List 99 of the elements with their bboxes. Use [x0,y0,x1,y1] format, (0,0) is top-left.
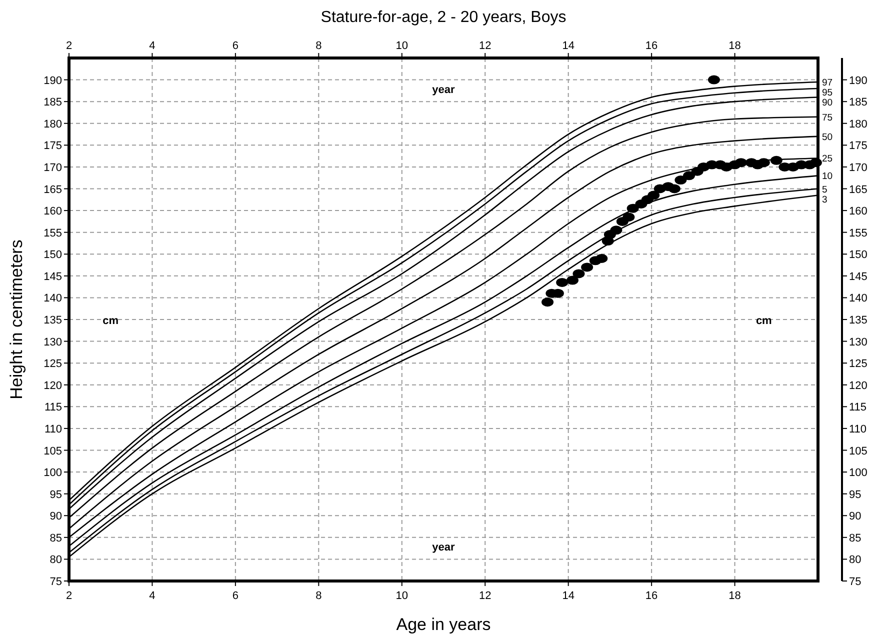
x-tick-label: 14 [562,40,574,52]
y-tick-label: 115 [44,402,62,414]
y-tick-label: 140 [44,292,62,305]
y-axis-title: Height in centimeters [7,240,26,400]
point [610,226,622,235]
x2-tick-label: 2 [66,590,72,602]
x2-tick-label: 18 [728,590,741,602]
y2-tick-label: 110 [849,423,867,436]
x-tick-label: 16 [645,40,658,52]
y2-tick-label: 75 [849,576,862,588]
x-tick-label: 6 [232,40,239,52]
y2-tick-label: 150 [849,249,868,262]
point [674,176,687,185]
x-tick-label: 10 [396,40,408,52]
point [572,269,585,278]
x-tick-label: 18 [728,40,741,52]
point [683,171,696,180]
y-tick-label: 175 [44,140,62,152]
x-axis-title: Age in years [396,615,491,634]
point [708,75,720,84]
y2-tick-label: 80 [849,554,862,566]
y-tick-label: 170 [44,162,62,174]
point [622,212,635,222]
y-tick-label: 75 [50,576,62,588]
point [758,158,770,168]
y-tick-label: 185 [44,96,62,109]
y2-tick-label: 145 [849,270,868,283]
x2-tick-label: 4 [149,590,156,602]
y2-tick-label: 175 [849,140,868,152]
y2-tick-label: 185 [849,96,868,109]
y-tick-label: 155 [44,227,62,240]
y-tick-label: 125 [44,358,62,370]
annotation: year [432,84,456,96]
y2-tick-label: 125 [849,358,868,370]
x2-tick-label: 6 [232,590,239,602]
chart-title: Stature-for-age, 2 - 20 years, Boys [320,9,566,26]
point [556,278,568,287]
y2-tick-label: 130 [849,336,868,348]
y-tick-label: 190 [44,74,62,87]
y-tick-label: 180 [44,118,62,130]
point [668,184,680,194]
point [770,156,782,165]
y2-tick-label: 95 [849,488,862,501]
series-label: 75 [822,112,833,124]
y-tick-label: 95 [50,488,62,501]
y-tick-label: 90 [50,510,62,523]
series-label: 97 [822,77,833,88]
x2-tick-label: 10 [396,590,408,602]
series-label: 25 [822,154,833,165]
x2-tick-label: 12 [478,590,492,602]
x-tick-label: 12 [478,40,492,52]
y-tick-label: 150 [44,249,62,262]
x-tick-label: 2 [66,40,72,52]
y2-tick-label: 115 [849,402,867,414]
y-tick-label: 120 [44,380,62,392]
y2-tick-label: 155 [849,227,868,240]
x2-tick-label: 8 [316,590,322,602]
y-tick-label: 165 [44,184,62,196]
y2-tick-label: 180 [849,118,868,130]
point [542,298,554,307]
point [566,276,578,285]
y-tick-label: 80 [50,554,62,566]
y-tick-label: 135 [44,314,62,326]
y2-tick-label: 85 [849,532,862,544]
y-tick-label: 100 [44,467,62,480]
y2-tick-label: 105 [849,445,868,458]
point [626,204,639,213]
y-tick-label: 110 [44,423,62,436]
x-tick-label: 4 [149,40,156,52]
x-tick-label: 8 [316,40,322,52]
y2-tick-label: 120 [849,380,868,392]
point [581,262,594,272]
y-tick-label: 85 [50,532,62,544]
y2-tick-label: 100 [849,467,868,480]
y2-tick-label: 135 [849,314,868,326]
y2-tick-label: 170 [849,162,868,174]
series-label: 10 [822,171,833,182]
point [735,158,748,168]
x2-tick-label: 16 [645,590,658,602]
annotation: cm [102,314,119,327]
y2-tick-label: 90 [849,510,862,523]
x2-tick-label: 14 [562,590,574,602]
series-label: 5 [822,184,828,196]
annotation: cm [756,314,772,327]
series-label: 90 [822,97,833,108]
y-tick-label: 145 [44,270,62,283]
annotation: year [432,541,456,554]
y-tick-label: 160 [44,206,62,218]
y-tick-label: 105 [44,445,62,458]
series-label: 50 [822,132,833,143]
y2-tick-label: 160 [849,206,868,218]
y2-tick-label: 140 [849,292,868,305]
point [596,254,608,263]
series-label: 95 [822,87,833,98]
y-tick-label: 130 [44,336,62,348]
y2-tick-label: 165 [849,184,868,196]
y2-tick-label: 190 [849,74,868,87]
series-label: 3 [822,194,828,206]
point [648,190,660,200]
